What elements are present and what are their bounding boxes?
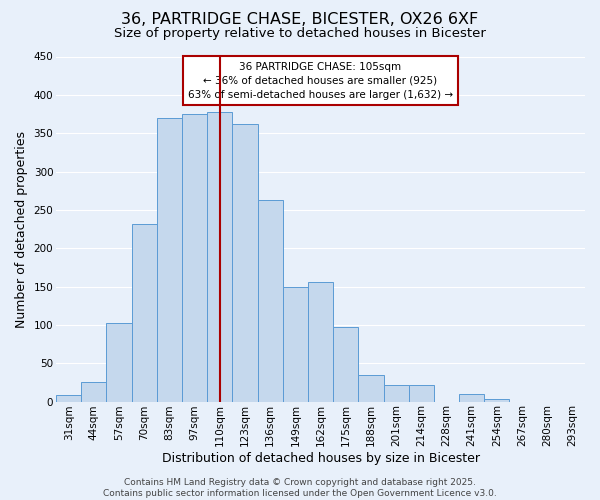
Y-axis label: Number of detached properties: Number of detached properties [15,130,28,328]
Bar [131,224,157,402]
Bar [106,322,131,402]
Bar [283,286,308,402]
Bar [232,124,257,402]
Bar [333,327,358,402]
Bar [358,376,383,402]
X-axis label: Distribution of detached houses by size in Bicester: Distribution of detached houses by size … [161,452,479,465]
Text: 36, PARTRIDGE CHASE, BICESTER, OX26 6XF: 36, PARTRIDGE CHASE, BICESTER, OX26 6XF [121,12,479,28]
Bar [383,386,409,402]
Text: 36 PARTRIDGE CHASE: 105sqm
← 36% of detached houses are smaller (925)
63% of sem: 36 PARTRIDGE CHASE: 105sqm ← 36% of deta… [188,62,453,100]
Text: Contains HM Land Registry data © Crown copyright and database right 2025.
Contai: Contains HM Land Registry data © Crown c… [103,478,497,498]
Text: Size of property relative to detached houses in Bicester: Size of property relative to detached ho… [114,28,486,40]
Bar [484,399,509,402]
Bar [409,386,434,402]
Bar [257,200,283,402]
Bar [56,394,81,402]
Bar [308,282,333,402]
Bar [157,118,182,402]
Bar [459,394,484,402]
Bar [207,112,232,402]
Bar [182,114,207,402]
Bar [81,382,106,402]
